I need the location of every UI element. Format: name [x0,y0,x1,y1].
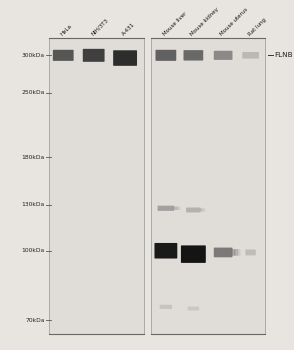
FancyBboxPatch shape [242,52,259,58]
FancyBboxPatch shape [232,249,235,256]
FancyBboxPatch shape [173,206,177,210]
Text: 70kDa: 70kDa [26,318,45,323]
Bar [151,38,265,334]
FancyBboxPatch shape [188,307,199,310]
FancyBboxPatch shape [203,208,206,211]
Text: 180kDa: 180kDa [22,155,45,160]
FancyBboxPatch shape [200,208,203,211]
Text: Rat lung: Rat lung [247,17,267,37]
FancyBboxPatch shape [214,247,233,257]
Text: FLNB: FLNB [274,52,293,58]
Text: NIH/3T3: NIH/3T3 [90,18,109,37]
FancyBboxPatch shape [245,250,256,256]
Text: 250kDa: 250kDa [21,90,45,95]
FancyBboxPatch shape [83,49,105,62]
FancyBboxPatch shape [181,245,206,263]
Text: Mouse uterus: Mouse uterus [220,7,249,37]
FancyBboxPatch shape [53,50,74,61]
FancyBboxPatch shape [201,208,204,211]
FancyBboxPatch shape [158,206,174,211]
FancyBboxPatch shape [160,305,172,309]
FancyBboxPatch shape [154,243,177,259]
FancyBboxPatch shape [237,249,240,256]
FancyBboxPatch shape [234,249,238,256]
FancyBboxPatch shape [113,50,137,66]
FancyBboxPatch shape [178,206,181,210]
Text: HeLa: HeLa [60,23,73,37]
Text: 300kDa: 300kDa [22,53,45,58]
Bar [49,38,144,334]
Text: 100kDa: 100kDa [22,248,45,253]
Text: Mouse liver: Mouse liver [162,11,188,37]
FancyBboxPatch shape [156,50,176,61]
FancyBboxPatch shape [186,208,201,212]
FancyBboxPatch shape [176,206,179,210]
Text: Mouse kidney: Mouse kidney [190,6,220,37]
FancyBboxPatch shape [214,51,233,60]
FancyBboxPatch shape [183,50,203,61]
Text: A-431: A-431 [121,22,136,37]
Text: 130kDa: 130kDa [22,202,45,207]
